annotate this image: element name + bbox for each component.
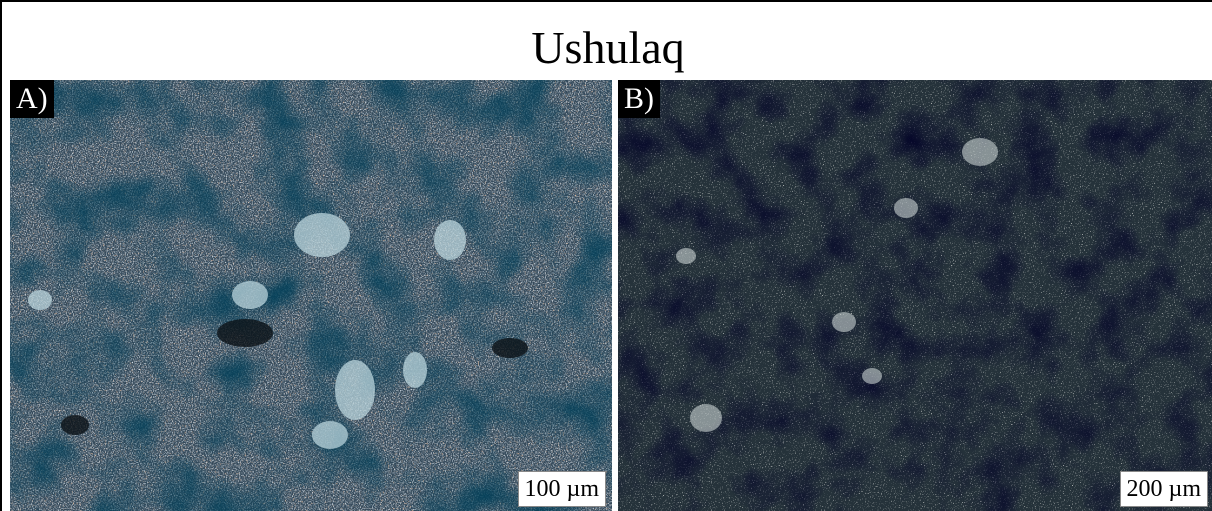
micrograph-a [10,80,612,511]
panel-a: A) 100 µm [10,80,612,511]
panel-label: A) [10,80,54,118]
panel-b: B) 200 µm [618,80,1212,511]
scale-label: 200 µm [1120,471,1209,507]
scale-label: 100 µm [518,471,607,507]
panel-label: B) [618,80,660,118]
shade [618,80,1212,511]
shade [10,80,612,511]
figure: Ushulaq [0,0,1212,511]
figure-title: Ushulaq [2,2,1212,80]
micrograph-b [618,80,1212,511]
